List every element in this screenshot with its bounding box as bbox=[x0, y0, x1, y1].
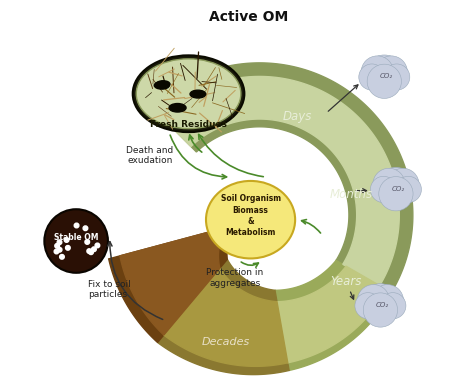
Circle shape bbox=[355, 293, 381, 319]
Circle shape bbox=[367, 64, 401, 98]
Ellipse shape bbox=[169, 103, 186, 112]
Circle shape bbox=[376, 167, 416, 208]
Text: Protection in
aggregates: Protection in aggregates bbox=[207, 268, 264, 287]
Polygon shape bbox=[151, 63, 413, 293]
Polygon shape bbox=[120, 227, 228, 335]
Text: CO₂: CO₂ bbox=[392, 186, 404, 192]
Circle shape bbox=[379, 177, 413, 211]
Text: Death and
exudation: Death and exudation bbox=[126, 146, 173, 165]
Text: Months: Months bbox=[330, 188, 373, 201]
Text: Fresh Residues: Fresh Residues bbox=[150, 120, 227, 129]
Circle shape bbox=[65, 245, 70, 250]
Ellipse shape bbox=[136, 59, 241, 129]
Circle shape bbox=[64, 238, 69, 242]
Circle shape bbox=[370, 176, 397, 203]
Circle shape bbox=[91, 247, 96, 252]
Circle shape bbox=[375, 56, 407, 88]
Ellipse shape bbox=[133, 55, 245, 132]
Circle shape bbox=[364, 55, 404, 95]
Ellipse shape bbox=[190, 90, 206, 98]
Text: Decades: Decades bbox=[201, 337, 249, 347]
Circle shape bbox=[363, 293, 398, 327]
Circle shape bbox=[357, 285, 390, 317]
Circle shape bbox=[83, 226, 88, 231]
Circle shape bbox=[359, 64, 385, 90]
Circle shape bbox=[361, 56, 393, 88]
Text: CO₂: CO₂ bbox=[376, 302, 389, 308]
Circle shape bbox=[371, 285, 403, 317]
Circle shape bbox=[89, 250, 93, 254]
Polygon shape bbox=[157, 259, 289, 375]
Circle shape bbox=[54, 249, 59, 254]
Text: Soil Organism
Biomass
&
Metabolism: Soil Organism Biomass & Metabolism bbox=[220, 194, 281, 238]
Text: Days: Days bbox=[283, 110, 312, 123]
Circle shape bbox=[373, 168, 405, 201]
Polygon shape bbox=[109, 224, 240, 342]
Circle shape bbox=[87, 249, 91, 254]
Circle shape bbox=[74, 223, 79, 228]
Circle shape bbox=[45, 209, 108, 273]
Text: Years: Years bbox=[330, 275, 361, 288]
Text: Fix to soil
particles: Fix to soil particles bbox=[88, 280, 130, 299]
Circle shape bbox=[95, 243, 100, 248]
Polygon shape bbox=[275, 260, 392, 370]
Polygon shape bbox=[161, 76, 399, 286]
Circle shape bbox=[60, 254, 64, 259]
Polygon shape bbox=[164, 268, 288, 366]
Text: Stable OM: Stable OM bbox=[54, 233, 99, 242]
Circle shape bbox=[57, 240, 62, 245]
Circle shape bbox=[383, 64, 410, 90]
Circle shape bbox=[380, 293, 406, 319]
Circle shape bbox=[85, 240, 90, 244]
Circle shape bbox=[395, 176, 421, 203]
Text: Active OM: Active OM bbox=[209, 11, 288, 25]
Polygon shape bbox=[277, 266, 386, 363]
Ellipse shape bbox=[206, 181, 295, 258]
Ellipse shape bbox=[156, 81, 170, 88]
Circle shape bbox=[55, 244, 59, 248]
Circle shape bbox=[57, 247, 62, 252]
Ellipse shape bbox=[154, 82, 169, 89]
Circle shape bbox=[387, 168, 419, 201]
Text: CO₂: CO₂ bbox=[380, 73, 393, 79]
Circle shape bbox=[360, 284, 401, 324]
